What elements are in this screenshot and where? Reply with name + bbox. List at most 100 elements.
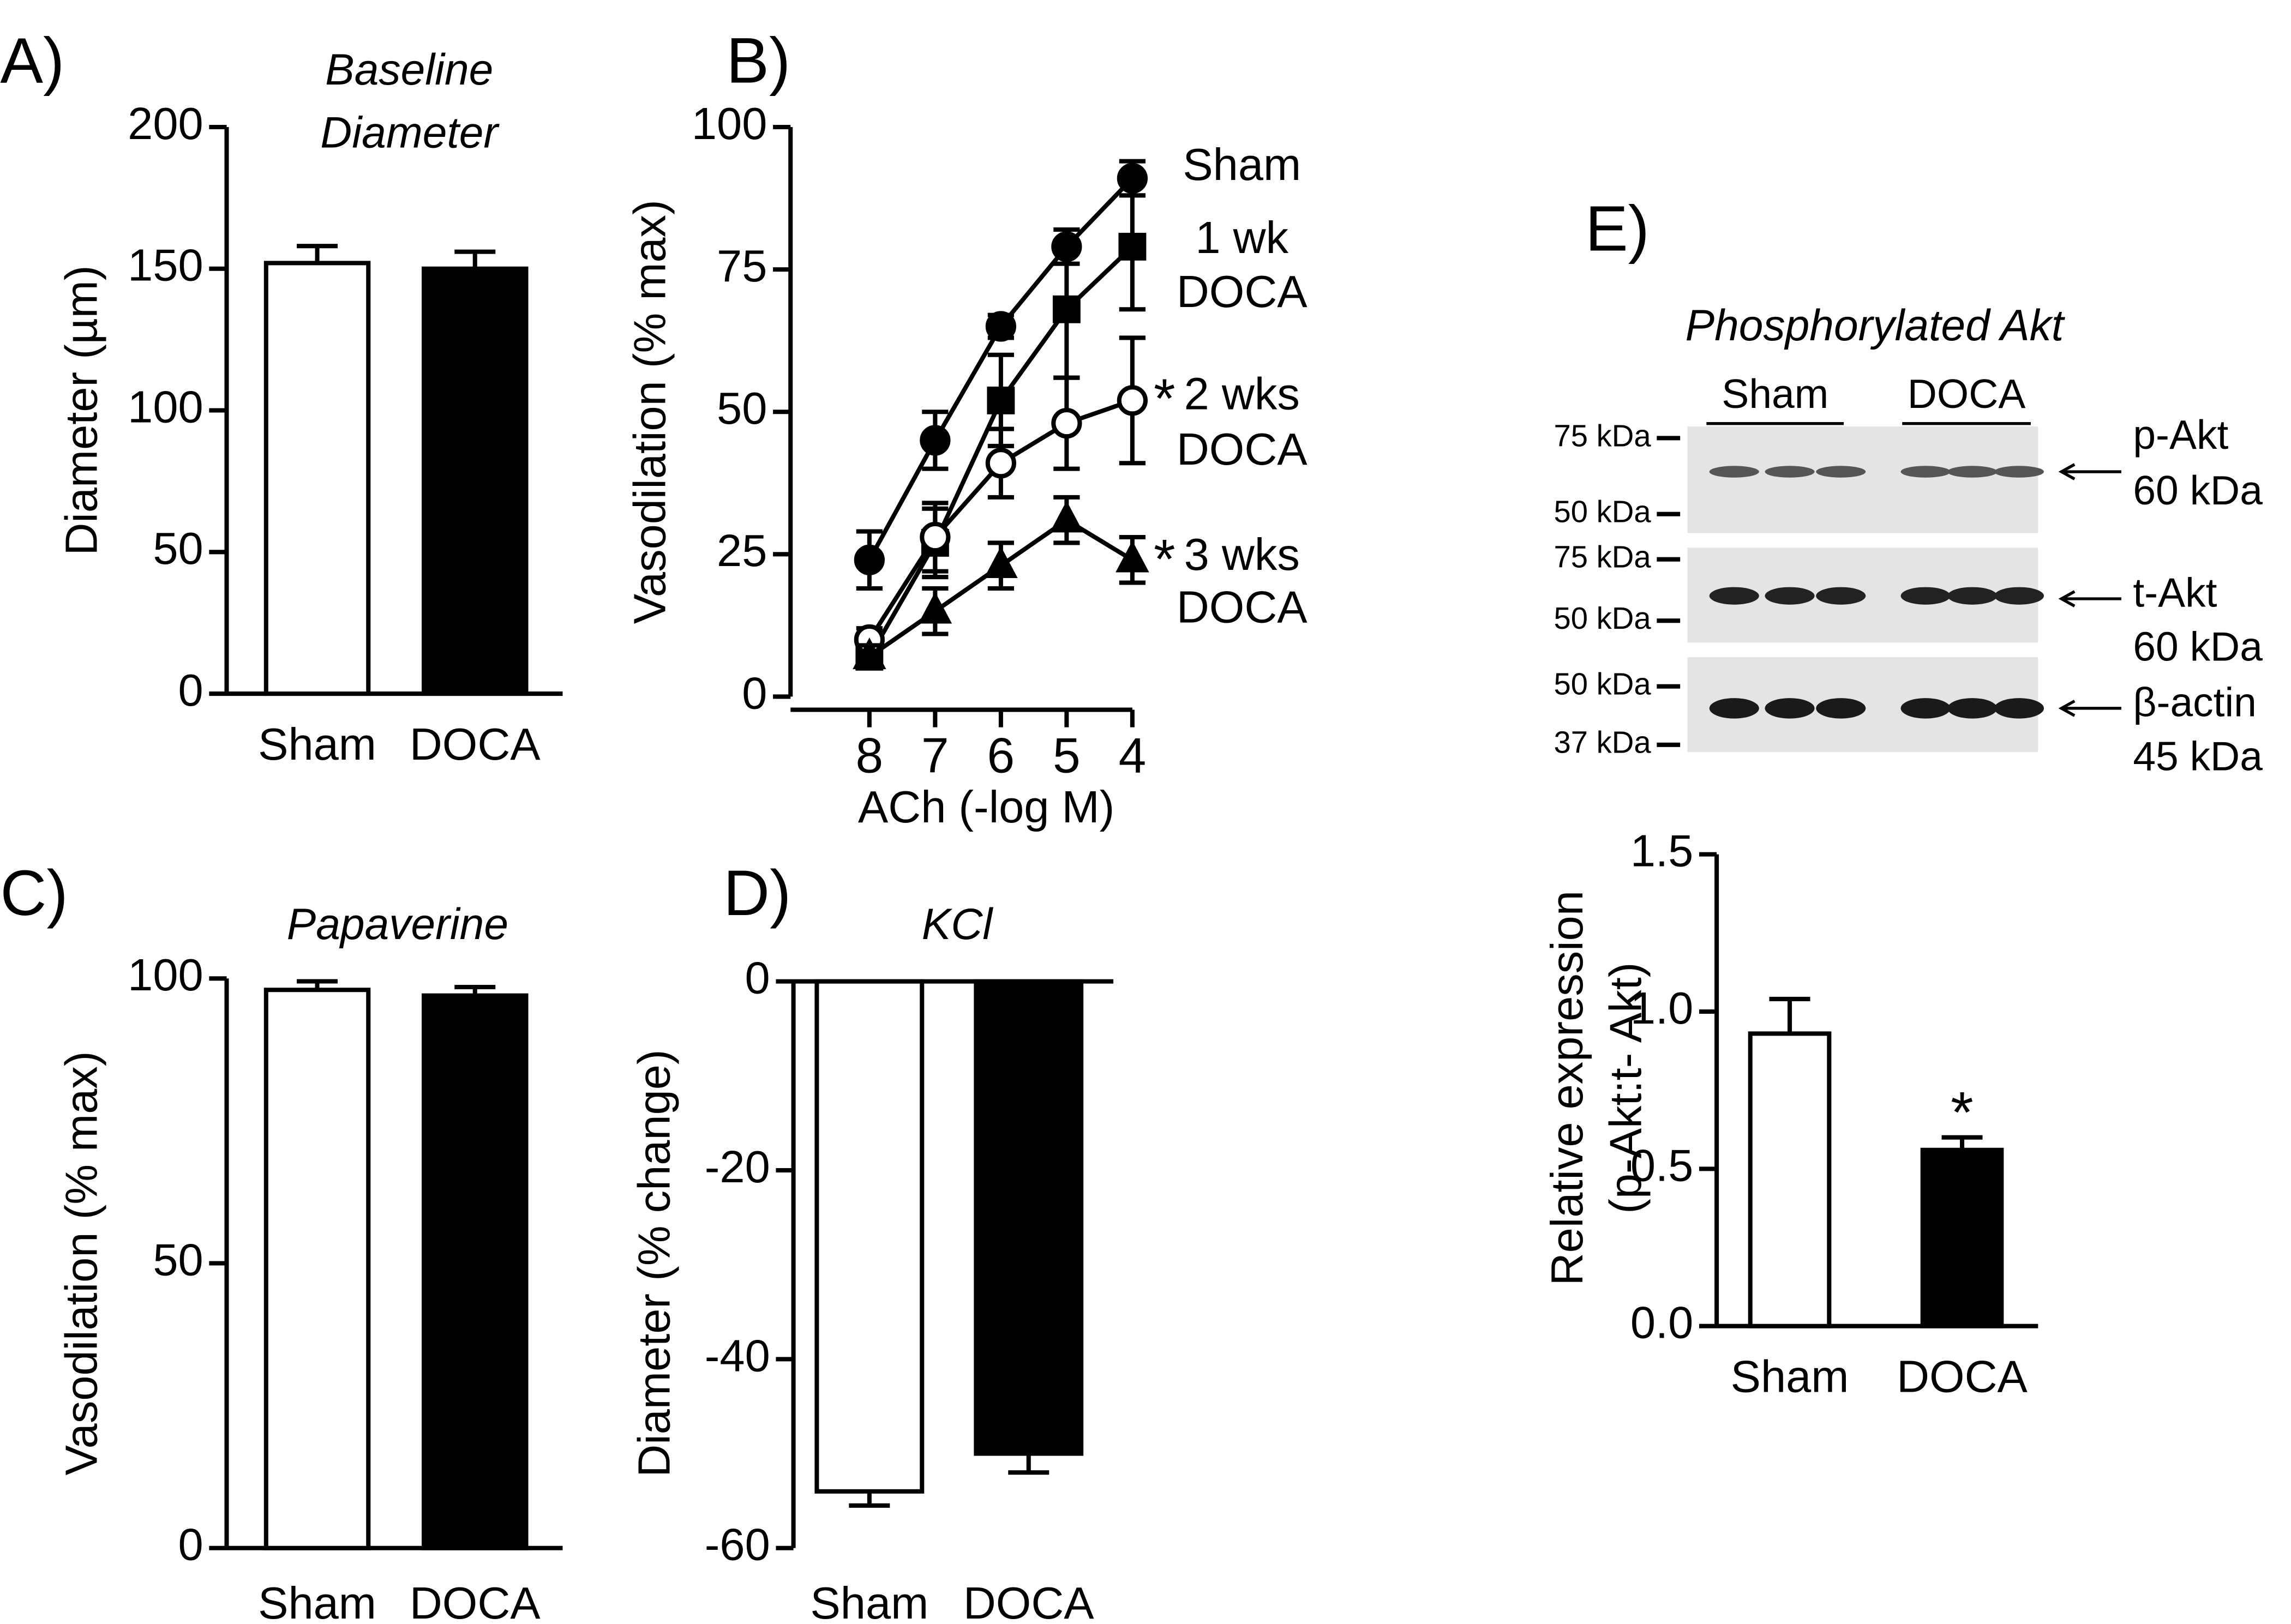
band bbox=[1709, 587, 1759, 605]
legend-label: DOCA bbox=[1177, 266, 1308, 317]
arrow bbox=[2058, 700, 2121, 717]
y-axis-label: Diameter (% change) bbox=[628, 1049, 679, 1477]
band bbox=[1709, 698, 1759, 719]
x-tick-label: Sham bbox=[810, 1578, 928, 1624]
band bbox=[1816, 587, 1866, 605]
band bbox=[1947, 698, 1998, 719]
y-tick-label: 100 bbox=[128, 381, 203, 432]
y-tick-label: 75 bbox=[717, 240, 767, 291]
legend-label: 2 wks bbox=[1184, 368, 1300, 419]
x-tick-label: DOCA bbox=[410, 719, 541, 769]
y-axis-label: Relative expression bbox=[1542, 891, 1592, 1285]
marker-label: 75 kDa bbox=[1554, 418, 1651, 453]
target-label: p-Akt bbox=[2133, 412, 2228, 458]
significance: * bbox=[1154, 528, 1176, 591]
y-tick-label: 200 bbox=[128, 98, 203, 149]
band bbox=[1816, 466, 1866, 478]
bar bbox=[422, 993, 529, 1550]
group-label: DOCA bbox=[1908, 371, 2026, 417]
legend-label: 3 wks bbox=[1184, 529, 1300, 580]
legend-label: DOCA bbox=[1177, 424, 1308, 474]
x-tick-label: Sham bbox=[258, 1578, 376, 1624]
chart-title: Papaverine bbox=[287, 900, 508, 949]
marker bbox=[1049, 501, 1084, 533]
x-tick-label: DOCA bbox=[1897, 1351, 2028, 1402]
y-axis-label: Vasodilation (% max) bbox=[56, 1051, 107, 1475]
y-tick-label: -40 bbox=[705, 1330, 770, 1381]
y-tick-label: 100 bbox=[128, 949, 203, 1000]
y-tick-label: 0.0 bbox=[1630, 1297, 1693, 1348]
y-tick-label: 1.5 bbox=[1630, 826, 1693, 876]
chart-title: Baseline bbox=[325, 45, 493, 94]
marker bbox=[1052, 295, 1081, 323]
x-tick-label: DOCA bbox=[410, 1578, 541, 1624]
marker-label: 37 kDa bbox=[1554, 725, 1651, 760]
panel-label: E) bbox=[1585, 193, 1650, 264]
x-tick-label: DOCA bbox=[963, 1578, 1094, 1624]
target-label: t-Akt bbox=[2133, 569, 2217, 615]
band bbox=[1994, 466, 2044, 478]
y-tick-label: 0 bbox=[745, 953, 770, 1003]
bar bbox=[422, 266, 529, 696]
band bbox=[1765, 466, 1815, 478]
marker bbox=[1117, 385, 1148, 416]
band bbox=[1900, 698, 1951, 719]
band bbox=[1765, 698, 1815, 719]
marker bbox=[984, 546, 1018, 578]
marker bbox=[1115, 540, 1149, 573]
marker bbox=[987, 386, 1015, 414]
panel-label: C) bbox=[0, 857, 68, 929]
y-tick-label: 25 bbox=[717, 525, 767, 576]
marker bbox=[920, 425, 951, 456]
blot-panel bbox=[1687, 426, 2038, 533]
y-tick-label: 0.5 bbox=[1630, 1140, 1693, 1190]
x-axis-label: ACh (-log M) bbox=[858, 781, 1114, 832]
bar bbox=[263, 988, 371, 1550]
legend-label: Sham bbox=[1183, 139, 1301, 190]
blot-title: Phosphorylated Akt bbox=[1686, 301, 2066, 350]
target-label: 60 kDa bbox=[2133, 467, 2263, 513]
y-axis-label: (p-Akt:t- Akt) bbox=[1600, 963, 1651, 1214]
x-tick-label: Sham bbox=[258, 719, 376, 769]
marker bbox=[853, 637, 886, 670]
panel-label: A) bbox=[0, 25, 64, 97]
band bbox=[1816, 698, 1866, 719]
y-axis-label: Vasodilation (% max) bbox=[624, 200, 675, 624]
group-label: Sham bbox=[1722, 371, 1828, 417]
bar bbox=[1920, 1147, 2004, 1328]
x-tick-label: 7 bbox=[921, 729, 949, 784]
x-tick-label: 8 bbox=[856, 729, 884, 784]
marker bbox=[918, 592, 952, 624]
x-tick-label: Sham bbox=[1731, 1351, 1849, 1402]
annotation: * bbox=[1951, 1079, 1974, 1145]
y-axis-label: Diameter (µm) bbox=[56, 266, 107, 556]
chart-title: Diameter bbox=[320, 108, 500, 157]
bar bbox=[1748, 1031, 1832, 1328]
band bbox=[1994, 587, 2044, 605]
marker-label: 75 kDa bbox=[1554, 540, 1651, 574]
y-tick-label: 150 bbox=[128, 240, 203, 291]
x-tick-label: 5 bbox=[1053, 729, 1081, 784]
marker bbox=[854, 544, 885, 575]
significance: * bbox=[1154, 368, 1176, 430]
x-tick-label: 4 bbox=[1119, 729, 1147, 784]
y-tick-label: 50 bbox=[153, 523, 203, 574]
marker-label: 50 kDa bbox=[1554, 601, 1651, 635]
y-tick-label: 1.0 bbox=[1630, 983, 1693, 1033]
marker bbox=[920, 521, 951, 553]
y-tick-label: -60 bbox=[705, 1519, 770, 1570]
legend-label: 1 wk bbox=[1195, 212, 1288, 263]
bar bbox=[974, 979, 1084, 1456]
band bbox=[1900, 587, 1951, 605]
legend-label: DOCA bbox=[1177, 581, 1308, 632]
x-tick-label: 6 bbox=[987, 729, 1015, 784]
band bbox=[1947, 466, 1998, 478]
marker-label: 50 kDa bbox=[1554, 495, 1651, 529]
marker bbox=[1118, 232, 1147, 261]
marker bbox=[985, 448, 1016, 479]
target-label: 45 kDa bbox=[2133, 733, 2263, 779]
band bbox=[1709, 466, 1759, 478]
y-tick-label: 0 bbox=[178, 1519, 203, 1570]
marker-label: 50 kDa bbox=[1554, 667, 1651, 701]
